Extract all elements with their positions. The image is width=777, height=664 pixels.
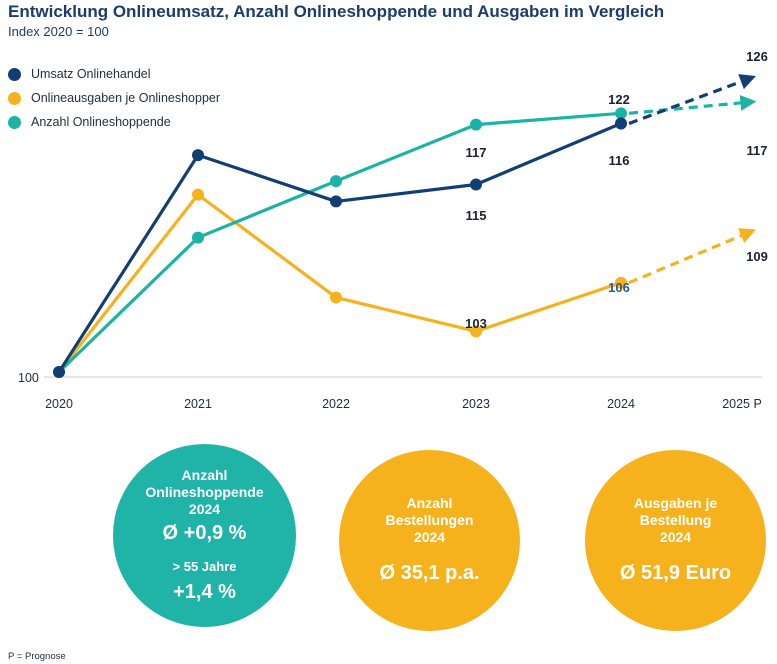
circle-ausgaben-label-3: 2024 <box>659 529 692 545</box>
data-label-anzahl-onlineshoppende-2025-p: 117 <box>747 143 768 158</box>
circle-bestellungen-label-3: 2024 <box>413 529 446 545</box>
point-anzahl-onlineshoppende-2024 <box>615 107 627 120</box>
series-line-umsatz-onlinehandel <box>57 122 622 373</box>
data-label-onlineausgaben-je-onlineshopper-2025-p: 109 <box>746 249 768 264</box>
circle-ausgaben-label-1: Ausgaben je <box>633 495 718 511</box>
chart-subtitle: Index 2020 = 100 <box>8 24 109 39</box>
circle-onlineshoppende-label-3: 2024 <box>188 500 221 517</box>
circle-bestellungen-label-1: Anzahl <box>406 495 453 511</box>
data-label-anzahl-onlineshoppende-2024: 116 <box>609 153 630 168</box>
y-baseline-label: 100 <box>18 371 39 385</box>
data-label-umsatz-onlinehandel-2024: 122 <box>608 92 630 107</box>
x-tick-label-2022: 2022 <box>322 397 350 411</box>
x-tick-label-2025-p: 2025 P <box>722 397 762 411</box>
legend-item-ausgaben: Onlineausgaben je Onlineshopper <box>8 86 220 110</box>
legend-dot-ausgaben <box>8 91 21 105</box>
x-tick-label-2023: 2023 <box>462 397 490 411</box>
point-onlineausgaben-je-onlineshopper-2022 <box>330 291 342 304</box>
legend-dot-shoppende <box>8 115 21 129</box>
point-umsatz-onlinehandel-2021 <box>192 149 204 162</box>
point-umsatz-onlinehandel-2022 <box>330 195 342 208</box>
data-label-umsatz-onlinehandel-2023: 117 <box>466 145 487 160</box>
legend-label-ausgaben: Onlineausgaben je Onlineshopper <box>31 91 221 105</box>
circle-bestellungen: Anzahl Bestellungen 2024 Ø 35,1 p.a. <box>339 450 520 631</box>
point-anzahl-onlineshoppende-2022 <box>330 175 342 188</box>
data-label-onlineausgaben-je-onlineshopper-2023: 103 <box>465 316 487 331</box>
chart-title: Entwicklung Onlineumsatz, Anzahl Onlines… <box>8 2 665 21</box>
legend-item-shoppende: Anzahl Onlineshoppende <box>8 110 220 134</box>
circle-onlineshoppende-label-1: Anzahl <box>181 466 228 483</box>
point-anzahl-onlineshoppende-2023 <box>470 118 482 131</box>
x-tick-label-2021: 2021 <box>184 397 212 411</box>
circle-bestellungen-label-2: Bestellungen <box>385 512 474 528</box>
circle-onlineshoppende-label-2: Onlineshoppende <box>145 483 264 500</box>
circle-ausgaben-label-2: Bestellung <box>639 512 712 528</box>
point-onlineausgaben-je-onlineshopper-2024 <box>615 276 627 289</box>
point-umsatz-onlinehandel-2020 <box>53 366 65 378</box>
legend-item-umsatz: Umsatz Onlinehandel <box>8 62 220 86</box>
data-label-anzahl-onlineshoppende-2023: 115 <box>466 208 487 223</box>
series-forecast-anzahl-onlineshoppende <box>628 94 757 115</box>
circle-onlineshoppende-sub: > 55 Jahre <box>172 558 237 574</box>
line-chart: 2020 2021 2022 2023 2024 2025 P 100 117 122 126 10… <box>18 49 768 411</box>
legend-label-shoppende: Anzahl Onlineshoppende <box>31 115 171 129</box>
point-onlineausgaben-je-onlineshopper-2023 <box>470 325 482 338</box>
circle-onlineshoppende: Anzahl Onlineshoppende 2024 Ø +0,9 % > 5… <box>113 444 296 627</box>
footnote: P = Prognose <box>8 651 66 662</box>
legend-dot-umsatz <box>8 67 21 81</box>
x-tick-label-2020: 2020 <box>45 397 73 411</box>
circle-ausgaben-value: Ø 51,9 Euro <box>619 562 732 584</box>
circle-onlineshoppende-sub-value: +1,4 % <box>173 580 236 603</box>
data-label-onlineausgaben-je-onlineshopper-2024: 106 <box>608 280 630 295</box>
series-line-onlineausgaben-je-onlineshopper <box>57 193 622 373</box>
point-onlineausgaben-je-onlineshopper-2021 <box>192 188 204 201</box>
x-tick-label-2024: 2024 <box>607 397 635 411</box>
circle-bestellungen-value: Ø 35,1 p.a. <box>379 562 480 584</box>
circle-ausgaben: Ausgaben je Bestellung 2024 Ø 51,9 Euro <box>585 450 766 631</box>
series-forecast-umsatz-onlinehandel <box>628 74 756 125</box>
circle-onlineshoppende-value: Ø +0,9 % <box>162 521 247 544</box>
point-umsatz-onlinehandel-2024 <box>615 117 627 130</box>
legend-label-umsatz: Umsatz Onlinehandel <box>31 67 151 81</box>
legend: Umsatz Onlinehandel Onlineausgaben je On… <box>8 62 220 134</box>
series-forecast-onlineausgaben-je-onlineshopper <box>628 228 756 285</box>
data-label-umsatz-onlinehandel-2025-p: 126 <box>746 49 768 64</box>
point-umsatz-onlinehandel-2023 <box>470 178 482 191</box>
point-anzahl-onlineshoppende-2021 <box>192 231 204 244</box>
